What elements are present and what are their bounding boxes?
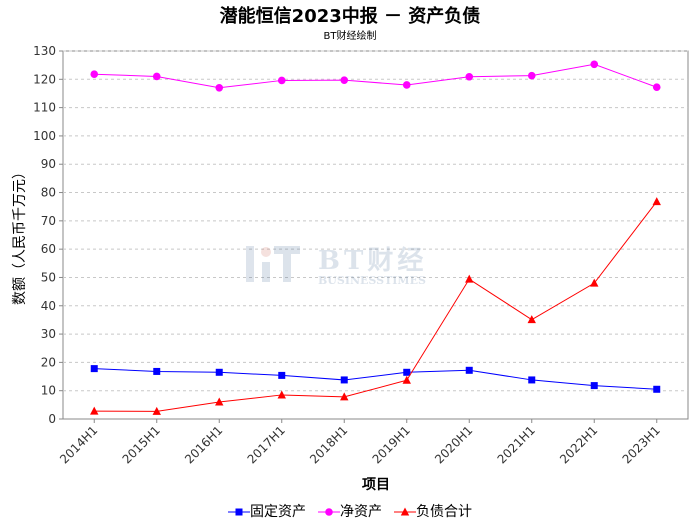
data-point-square (590, 382, 598, 390)
legend-label: 净资产 (340, 504, 382, 520)
y-tick-label: 120 (33, 72, 56, 86)
y-tick-label: 90 (41, 157, 56, 171)
series-line (94, 368, 657, 390)
y-axis: 0 10 20 30 40 50 60 70 80 90 100 110 120 130 (33, 44, 63, 426)
data-point-circle (90, 70, 99, 79)
data-point-circle (340, 76, 349, 84)
data-point-square (403, 368, 411, 376)
data-point-triangle (277, 390, 286, 399)
y-tick-label: 70 (41, 214, 56, 228)
y-tick-label: 0 (48, 412, 56, 426)
watermark-brand: BT财经 (318, 245, 427, 276)
y-tick-label: 10 (41, 384, 56, 398)
data-point-circle (325, 508, 333, 516)
data-point-triangle (590, 278, 599, 287)
y-tick-label: 50 (41, 270, 56, 284)
x-tick-label: 2022H1 (557, 423, 600, 466)
data-point-triangle (215, 397, 224, 406)
legend: 固定资产 净资产 负债合计 (0, 501, 700, 521)
x-tick-label: 2014H1 (57, 423, 100, 466)
y-axis-label: 数额（人民币千万元） (12, 165, 28, 305)
y-tick-label: 100 (33, 129, 56, 143)
data-point-circle (402, 81, 411, 89)
x-axis-label: 项目 (362, 477, 390, 493)
legend-swatch (228, 508, 250, 516)
data-point-circle (277, 76, 286, 85)
data-point-triangle (402, 375, 411, 384)
x-tick-label: 2016H1 (182, 423, 225, 466)
data-point-square (653, 385, 661, 393)
x-tick-label: 2017H1 (245, 423, 288, 466)
x-tick-label: 2020H1 (432, 423, 475, 466)
y-tick-label: 80 (41, 186, 56, 200)
chart-svg: BT财经 BUSINESSTIMES 0 10 20 30 40 50 60 70 80 90 10… (12, 44, 689, 493)
legend-item: 净资产 (318, 501, 382, 521)
data-point-triangle (527, 315, 536, 324)
data-point-square (278, 371, 286, 379)
chart-title: 潜能恒信2023中报 － 资产负债 (219, 6, 481, 27)
data-point-square (528, 376, 536, 384)
gridlines (63, 50, 688, 392)
series-line (94, 201, 658, 412)
x-axis: 2014H1 2015H1 2016H1 2017H1 2018H1 2019H1 2020… (57, 419, 663, 466)
y-tick-label: 110 (33, 101, 56, 115)
series-0 (90, 365, 661, 393)
data-point-triangle (340, 392, 349, 401)
data-point-triangle (400, 507, 410, 516)
y-tick-label: 20 (41, 355, 56, 369)
x-tick-label: 2015H1 (120, 423, 163, 466)
y-tick-label: 60 (41, 242, 56, 256)
y-tick-label: 40 (41, 299, 56, 313)
legend-swatch (318, 508, 340, 516)
chart-subtitle: BT财经绘制 (323, 31, 377, 42)
data-point-circle (215, 84, 224, 92)
watermark-sub: BUSINESSTIMES (318, 274, 426, 287)
series-1 (90, 60, 661, 92)
x-tick-label: 2019H1 (370, 423, 413, 466)
data-point-triangle (652, 197, 661, 206)
data-point-circle (652, 83, 661, 92)
data-point-circle (152, 72, 161, 81)
legend-label: 固定资产 (250, 504, 306, 520)
data-point-triangle (152, 406, 161, 415)
data-point-square (90, 365, 98, 373)
data-point-triangle (90, 406, 99, 415)
x-tick-label: 2023H1 (620, 423, 663, 466)
data-point-circle (465, 72, 474, 81)
series-line (94, 63, 657, 89)
legend-swatch (394, 507, 416, 516)
data-point-circle (527, 71, 536, 80)
data-point-circle (590, 60, 599, 69)
legend-item: 负债合计 (394, 501, 472, 521)
data-point-square (465, 366, 473, 374)
y-tick-label: 30 (41, 327, 56, 341)
data-point-square (153, 367, 161, 375)
data-point-triangle (465, 274, 474, 283)
data-point-square (235, 508, 243, 516)
series-layer (90, 60, 661, 415)
data-point-square (340, 376, 348, 384)
y-tick-label: 130 (33, 44, 56, 58)
plot-background (62, 50, 689, 420)
data-point-square (215, 368, 223, 376)
x-tick-label: 2021H1 (495, 423, 538, 466)
legend-label: 负债合计 (416, 504, 472, 520)
legend-item: 固定资产 (228, 501, 306, 521)
watermark-logo: BT财经 BUSINESSTIMES (246, 245, 427, 287)
x-tick-label: 2018H1 (307, 423, 350, 466)
series-2 (90, 197, 661, 415)
